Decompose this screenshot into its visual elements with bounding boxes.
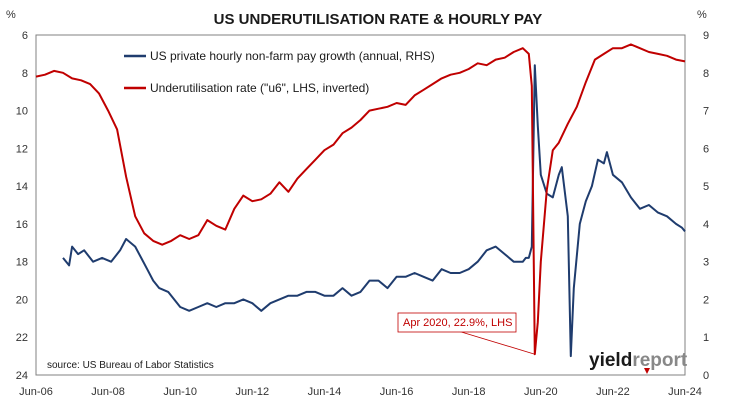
- x-tick-label: Jun-14: [308, 386, 342, 398]
- legend: US private hourly non-farm pay growth (a…: [124, 49, 435, 95]
- left-tick-label: 24: [16, 370, 28, 382]
- left-axis-ticks: 6 8 10 12 14 16 18 20 22 24: [16, 30, 28, 382]
- series-layer: [35, 43, 686, 358]
- left-tick-label: 12: [16, 143, 28, 155]
- annotation: Apr 2020, 22.9%, LHS: [397, 312, 535, 355]
- legend-label-u6: Underutilisation rate ("u6", LHS, invert…: [150, 81, 369, 95]
- series-line-pay-growth: [62, 64, 686, 358]
- left-tick-label: 20: [16, 294, 28, 306]
- left-tick-label: 22: [16, 332, 28, 344]
- right-tick-label: 7: [703, 106, 709, 118]
- chart-title: US UNDERUTILISATION RATE & HOURLY PAY: [214, 11, 543, 28]
- right-axis-ticks: 0 1 2 3 4 5 6 7 8 9: [703, 30, 709, 382]
- annotation-box: [397, 312, 517, 333]
- x-tick-label: Jun-06: [19, 386, 53, 398]
- annotation-label: Apr 2020, 22.9%, LHS: [403, 317, 512, 329]
- left-tick-label: 6: [22, 30, 28, 42]
- x-axis-ticks: Jun-06 Jun-08 Jun-10 Jun-12 Jun-14 Jun-16 Jun-…: [19, 386, 702, 398]
- x-tick-label: Jun-12: [236, 386, 270, 398]
- logo-text-yield: yield: [589, 350, 632, 371]
- right-tick-label: 5: [703, 181, 709, 193]
- left-tick-label: 16: [16, 219, 28, 231]
- annotation-leader-line: [457, 330, 535, 355]
- svg-text:yieldreport: yieldreport: [589, 350, 688, 371]
- source-note: source: US Bureau of Labor Statistics: [47, 360, 214, 371]
- right-axis-unit: %: [697, 9, 707, 21]
- x-tick-label: Jun-24: [668, 386, 702, 398]
- left-axis-unit: %: [6, 9, 16, 21]
- x-tick-label: Jun-22: [596, 386, 630, 398]
- right-tick-label: 4: [703, 219, 709, 231]
- right-tick-label: 9: [703, 30, 709, 42]
- x-tick-label: Jun-18: [452, 386, 486, 398]
- right-tick-label: 6: [703, 143, 709, 155]
- x-tick-label: Jun-16: [380, 386, 414, 398]
- left-tick-label: 10: [16, 106, 28, 118]
- right-tick-label: 8: [703, 68, 709, 80]
- right-tick-label: 0: [703, 370, 709, 382]
- right-tick-label: 1: [703, 332, 709, 344]
- triangle-marker-icon: [644, 368, 650, 374]
- right-tick-label: 2: [703, 294, 709, 306]
- x-tick-label: Jun-20: [524, 386, 558, 398]
- x-tick-label: Jun-10: [163, 386, 197, 398]
- left-tick-label: 18: [16, 257, 28, 269]
- left-tick-label: 8: [22, 68, 28, 80]
- legend-label-pay-growth: US private hourly non-farm pay growth (a…: [150, 49, 435, 63]
- right-tick-label: 3: [703, 257, 709, 269]
- yieldreport-logo: yieldreport: [589, 350, 688, 374]
- left-tick-label: 14: [16, 181, 28, 193]
- x-tick-label: Jun-08: [91, 386, 125, 398]
- plot-area-frame: [35, 34, 686, 376]
- logo-text-report: report: [632, 350, 688, 371]
- series-line-u6: [35, 43, 686, 356]
